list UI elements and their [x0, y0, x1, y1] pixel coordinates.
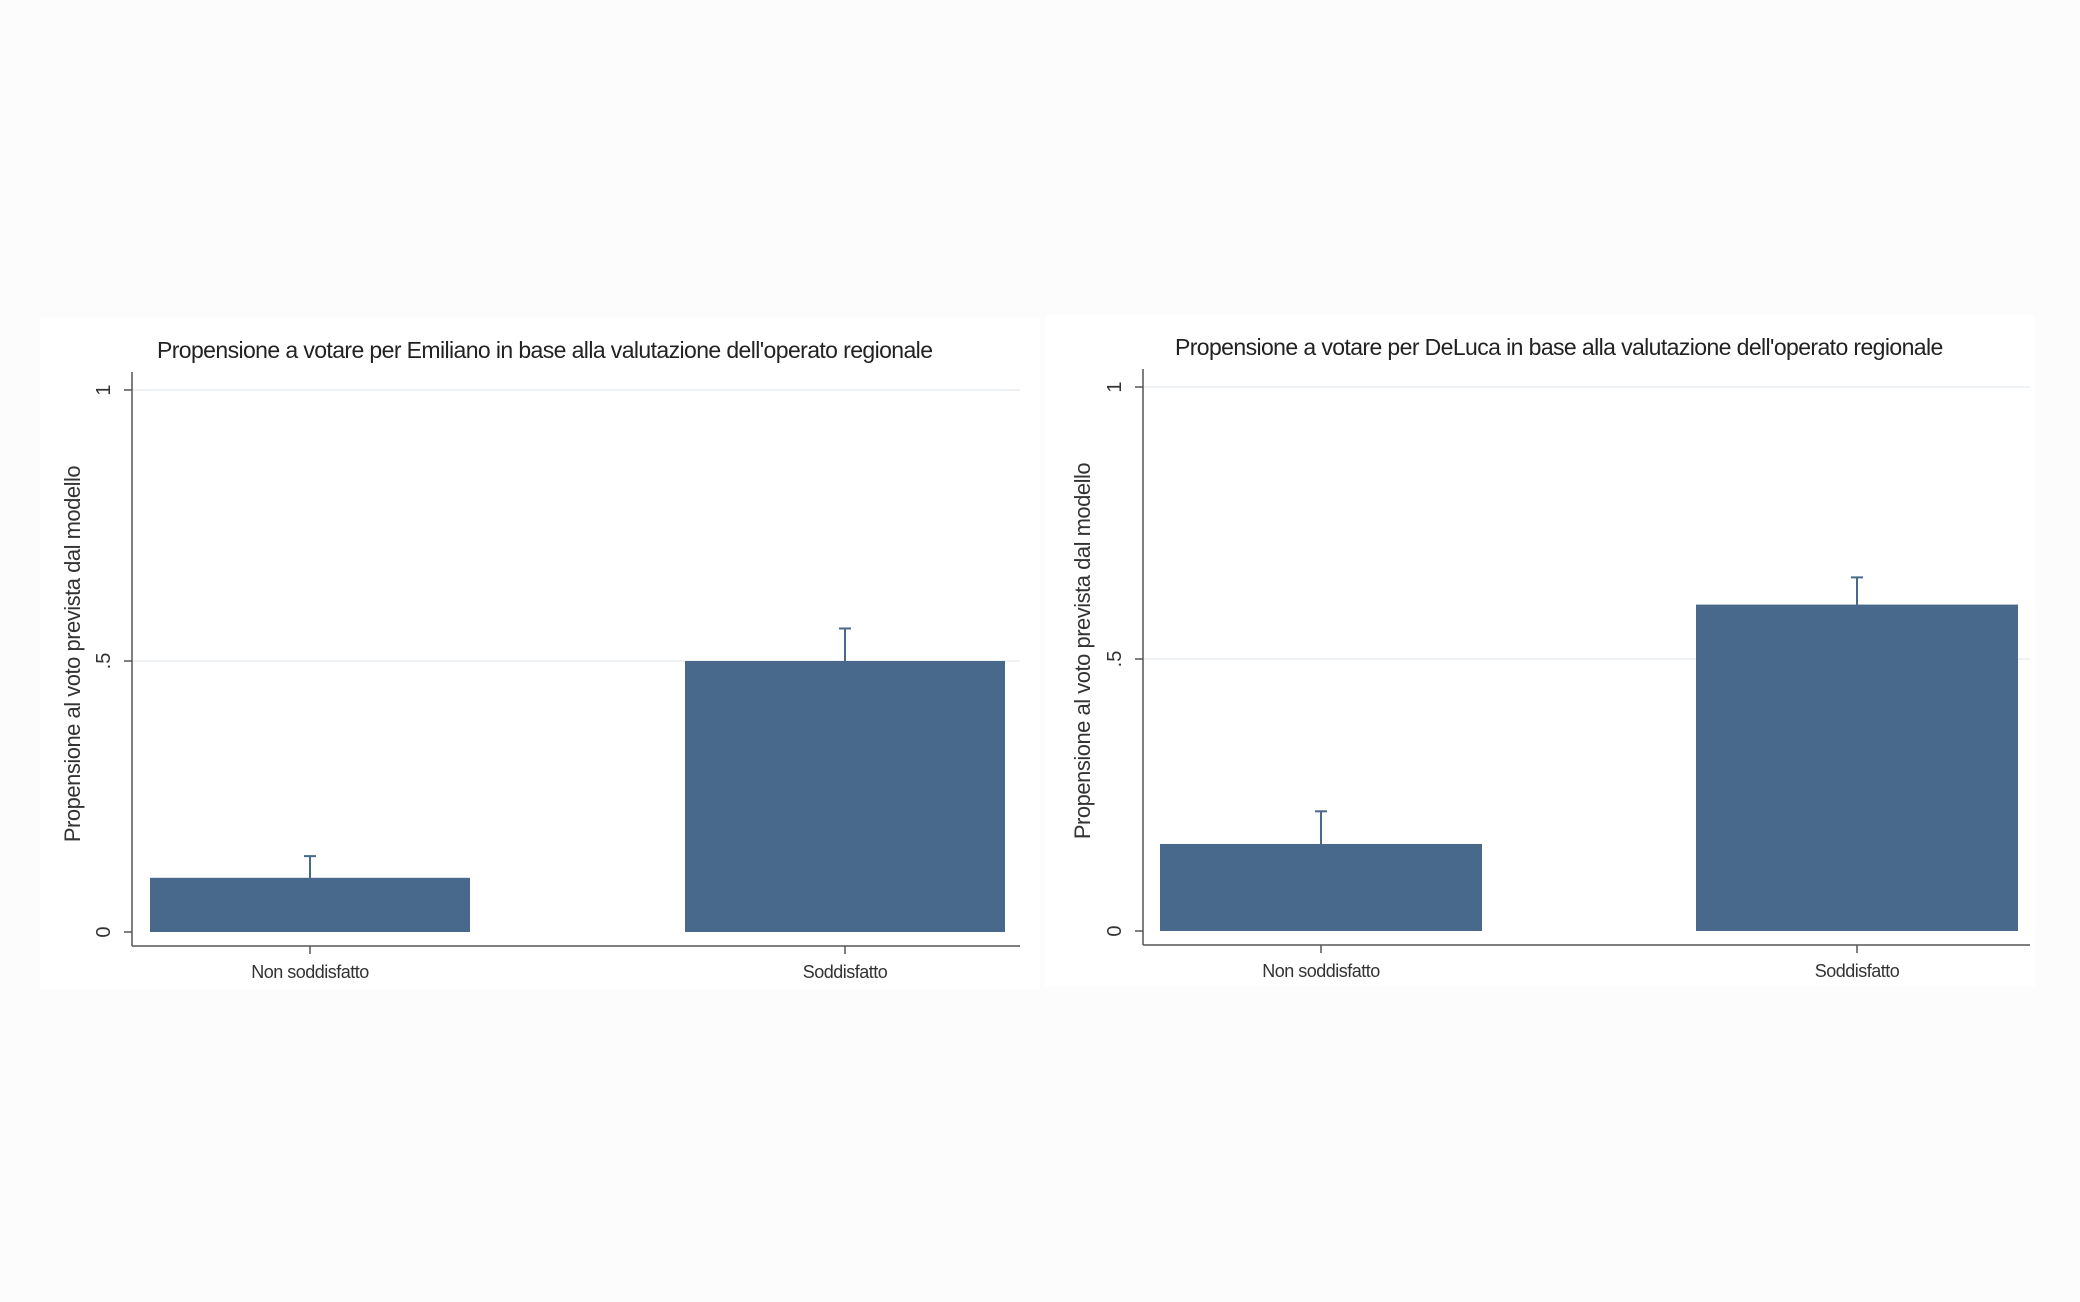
- y-tick-label: 0: [1104, 925, 1126, 936]
- y-tick-label: 0: [93, 926, 115, 937]
- chart-title: Propensione a votare per Emiliano in bas…: [157, 337, 932, 363]
- x-tick-label: Soddisfatto: [1815, 961, 1900, 981]
- y-tick-label: 1: [1104, 381, 1126, 392]
- y-axis-label: Propensione al voto prevista dal modello: [1070, 463, 1095, 840]
- y-tick-label: .5: [1104, 651, 1126, 668]
- x-tick-label: Non soddisfatto: [1262, 961, 1380, 981]
- x-tick-label: Soddisfatto: [803, 962, 888, 982]
- chart-title: Propensione a votare per DeLuca in base …: [1175, 334, 1943, 360]
- chart-panel-deluca: Propensione a votare per DeLuca in base …: [1045, 315, 2035, 987]
- plot-area: 0 .5 1 Non soddisfatto Soddisfatto: [1104, 369, 2030, 981]
- error-bar: [839, 627, 851, 695]
- chart-panel-emiliano: Propensione a votare per Emiliano in bas…: [40, 318, 1040, 990]
- y-tick-label: .5: [93, 653, 115, 670]
- plot-area: 0 .5 1 Non soddisfatto Soddisfatto: [93, 372, 1020, 982]
- y-axis-label: Propensione al voto prevista dal modello: [60, 466, 85, 843]
- bar-soddisfatto: [1696, 604, 2018, 931]
- error-bar: [304, 855, 316, 896]
- bar-chart-deluca: Propensione a votare per DeLuca in base …: [1070, 334, 2030, 981]
- y-tick-label: 1: [93, 384, 115, 395]
- error-bar: [1315, 810, 1327, 878]
- error-bar: [1851, 576, 1863, 628]
- x-tick-label: Non soddisfatto: [251, 962, 369, 982]
- bar-soddisfatto: [685, 661, 1005, 932]
- bar-chart-emiliano: Propensione a votare per Emiliano in bas…: [60, 337, 1020, 982]
